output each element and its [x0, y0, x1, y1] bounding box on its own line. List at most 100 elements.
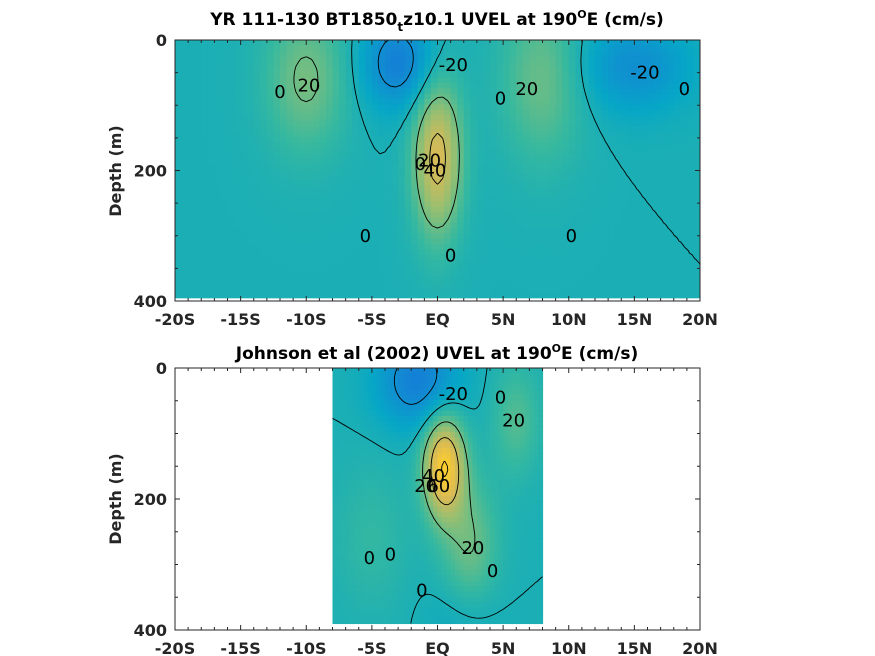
field-cell — [430, 233, 439, 240]
field-cell — [393, 453, 399, 460]
field-cell — [411, 442, 417, 449]
field-cell — [306, 249, 314, 256]
field-cell — [240, 109, 248, 116]
field-cell — [227, 77, 235, 84]
field-cell — [509, 77, 517, 84]
field-cell — [380, 447, 386, 454]
field-cell — [411, 201, 419, 208]
field-cell — [350, 511, 355, 518]
field-cell — [253, 109, 261, 116]
field-cell — [608, 287, 616, 293]
field-cell — [647, 66, 655, 73]
field-cell — [398, 479, 404, 486]
field-cell — [470, 147, 478, 154]
field-cell — [647, 292, 655, 299]
field-cell — [640, 61, 649, 68]
field-cell — [575, 195, 583, 202]
field-cell — [424, 399, 430, 406]
field-cell — [389, 570, 395, 577]
field-cell — [299, 244, 307, 251]
field-cell — [280, 131, 288, 138]
field-cell — [621, 184, 629, 191]
field-cell — [424, 168, 432, 175]
field-cell — [424, 184, 432, 191]
field-cell — [393, 538, 399, 545]
field-cell — [358, 383, 364, 390]
field-cell — [411, 596, 417, 603]
field-cell — [437, 270, 445, 277]
field-cell — [406, 586, 412, 593]
field-cell — [667, 142, 675, 148]
field-cell — [247, 238, 255, 245]
field-cell — [647, 125, 655, 132]
field-cell — [509, 190, 517, 197]
field-cell — [380, 474, 386, 481]
field-cell — [325, 72, 334, 79]
field-cell — [608, 163, 616, 170]
field-cell — [389, 490, 395, 497]
field-cell — [385, 190, 393, 197]
field-cell — [306, 66, 314, 73]
field-cell — [568, 270, 576, 277]
field-cell — [371, 586, 377, 593]
field-cell — [181, 72, 189, 79]
field-cell — [588, 281, 596, 288]
field-cell — [686, 270, 695, 277]
field-cell — [411, 485, 417, 491]
field-cell — [398, 431, 404, 438]
field-cell — [398, 125, 406, 132]
field-cell — [393, 564, 399, 571]
field-cell — [365, 93, 373, 100]
field-cell — [516, 270, 524, 277]
field-cell — [667, 77, 675, 84]
field-cell — [509, 82, 517, 89]
field-cell — [404, 142, 412, 148]
field-cell — [339, 125, 347, 132]
field-cell — [306, 292, 314, 299]
field-cell — [371, 40, 380, 46]
field-cell — [398, 254, 406, 261]
field-cell — [385, 72, 393, 79]
field-cell — [424, 238, 432, 245]
field-cell — [350, 474, 355, 481]
field-cell — [463, 211, 471, 218]
field-cell — [608, 195, 616, 202]
field-cell — [299, 168, 307, 175]
field-cell — [350, 612, 355, 619]
field-cell — [234, 260, 242, 267]
field-cell — [406, 527, 412, 534]
field-cell — [503, 147, 511, 154]
field-cell — [476, 163, 485, 170]
field-cell — [220, 99, 229, 106]
field-cell — [312, 120, 320, 127]
field-cell — [201, 222, 209, 229]
field-cell — [363, 426, 369, 433]
field-cell — [358, 158, 366, 165]
field-cell — [378, 211, 386, 218]
field-cell — [336, 495, 342, 502]
field-cell — [430, 287, 439, 293]
field-cell — [363, 458, 369, 465]
field-cell — [509, 206, 517, 213]
field-cell — [503, 109, 511, 116]
field-cell — [391, 115, 399, 122]
field-cell — [516, 217, 524, 224]
field-cell — [280, 142, 288, 148]
field-cell — [608, 238, 616, 245]
field-cell — [444, 249, 452, 256]
field-cell — [234, 276, 242, 283]
y-axis-label: Depth (m) — [106, 125, 125, 217]
field-cell — [175, 136, 183, 143]
field-cell — [220, 136, 229, 143]
field-cell — [476, 61, 485, 68]
field-cell — [568, 233, 576, 240]
field-cell — [240, 66, 248, 73]
field-cell — [194, 77, 202, 84]
field-cell — [549, 147, 557, 154]
field-cell — [549, 93, 557, 100]
field-cell — [376, 410, 382, 417]
field-cell — [280, 265, 288, 272]
field-cell — [406, 548, 412, 555]
field-cell — [555, 40, 563, 46]
field-cell — [385, 56, 393, 63]
